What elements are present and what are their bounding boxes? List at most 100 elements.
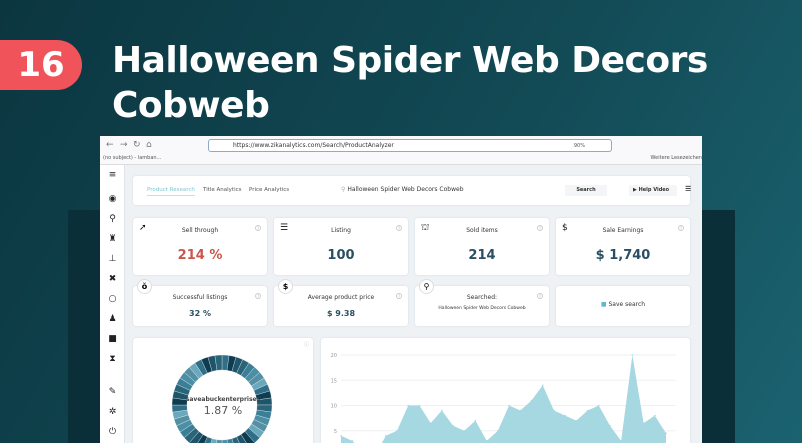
y-tick-label: 5 — [334, 429, 337, 435]
data-point[interactable] — [609, 424, 611, 427]
basket-icon: ⛫ — [421, 223, 430, 233]
data-point[interactable] — [597, 404, 600, 407]
info-icon[interactable]: ⓘ — [303, 342, 309, 348]
data-point[interactable] — [665, 432, 667, 435]
url-bar[interactable]: https://www.zikanalytics.com/Search/Prod… — [208, 139, 612, 152]
data-point[interactable] — [508, 404, 510, 407]
data-point[interactable] — [497, 429, 499, 432]
forward-icon[interactable]: → — [120, 140, 128, 150]
title-line-1: Halloween Spider Web Decors — [112, 40, 708, 81]
hourglass-icon[interactable]: ⧗ — [109, 354, 116, 364]
sitemap-icon[interactable]: ⊥ — [108, 254, 117, 264]
help-video-button[interactable]: ▶ Help Video — [629, 185, 677, 196]
info-icon[interactable]: ? — [396, 293, 402, 299]
search-icon: ⚲ — [341, 186, 348, 193]
data-point[interactable] — [620, 440, 622, 442]
info-icon[interactable]: ? — [396, 225, 402, 231]
dollar-icon: $ — [278, 279, 293, 294]
stat-value: 214 — [468, 248, 496, 263]
search-button[interactable]: Search — [565, 185, 607, 196]
stat-card: ŏ? Successful listings 32 % — [133, 279, 267, 326]
data-point[interactable] — [553, 409, 555, 412]
spy-icon[interactable]: ♜ — [108, 234, 117, 244]
y-tick-label: 15 — [331, 378, 337, 384]
data-point[interactable] — [642, 422, 645, 424]
help-video-label: Help Video — [638, 187, 670, 193]
tab-price-analytics[interactable]: Price Analytics — [249, 187, 290, 193]
top-bar: Product Research Title Analytics Price A… — [133, 176, 692, 205]
donut-seller: saveabuckenterprises — [185, 396, 261, 403]
info-icon[interactable]: ? — [255, 225, 261, 231]
info-icon[interactable]: ? — [678, 225, 684, 231]
data-point[interactable] — [575, 419, 578, 422]
data-point[interactable] — [340, 435, 342, 437]
url-text: https://www.zikanalytics.com/Search/Prod… — [233, 142, 394, 149]
home-icon[interactable]: ⌂ — [146, 140, 152, 150]
info-icon[interactable]: ? — [537, 293, 543, 299]
folder-icon[interactable]: ■ — [108, 334, 117, 344]
back-icon[interactable]: ← — [106, 140, 114, 150]
info-icon[interactable]: ? — [537, 225, 543, 231]
data-point[interactable] — [541, 384, 544, 387]
data-point[interactable] — [485, 440, 488, 442]
reload-icon[interactable]: ↻ — [133, 140, 141, 150]
money-hand-icon: $ — [562, 223, 568, 233]
tools-icon[interactable]: ✖ — [108, 274, 117, 284]
bookmark-folder[interactable]: Weitere Lesezeichen — [650, 155, 702, 161]
circle-icon[interactable]: ○ — [108, 294, 117, 304]
rocket-icon: ➚ — [139, 223, 147, 233]
donut-panel: ⓘ saveabuckenterprises 1.87 % — [133, 338, 313, 443]
number-badge: 16 — [0, 40, 82, 90]
info-icon[interactable]: ? — [255, 293, 261, 299]
stat-value: Halloween Spider Web Decors Cobweb — [438, 306, 526, 311]
data-point[interactable] — [429, 422, 432, 424]
save-search-label: Save search — [608, 301, 646, 308]
data-point[interactable] — [385, 435, 387, 437]
tab-title-analytics[interactable]: Title Analytics — [203, 187, 242, 193]
data-point[interactable] — [351, 440, 354, 442]
zoom-level[interactable]: 90% — [573, 143, 585, 149]
data-point[interactable] — [441, 409, 443, 412]
stat-card: ➚? Sell through 214 % — [133, 218, 267, 275]
save-icon: ■ — [600, 301, 609, 308]
search-icon[interactable]: ⚲ — [109, 214, 116, 224]
browser-chrome: ← → ↻ ⌂ https://www.zikanalytics.com/Sea… — [100, 136, 702, 165]
bookmark-item[interactable]: (no subject) - lamban... — [103, 155, 162, 161]
gear-icon[interactable]: ✲ — [108, 407, 117, 417]
stat-card: $? Average product price $ 9.38 — [274, 279, 408, 326]
data-point[interactable] — [586, 409, 589, 412]
wrench-icon[interactable]: ✎ — [108, 387, 117, 397]
data-point[interactable] — [396, 429, 398, 432]
search-input[interactable]: ⚲ Halloween Spider Web Decors Cobweb — [341, 186, 464, 193]
data-point[interactable] — [631, 354, 634, 356]
search-icon: ⚲ — [419, 279, 434, 294]
data-point[interactable] — [452, 424, 454, 427]
data-point[interactable] — [463, 429, 466, 432]
tab-product-research[interactable]: Product Research — [147, 187, 195, 196]
data-point[interactable] — [407, 404, 410, 407]
medal-icon: ŏ — [137, 279, 152, 294]
stat-card: $? Sale Earnings $ 1,740 — [556, 218, 690, 275]
data-point[interactable] — [564, 414, 566, 417]
stat-value: $ 1,740 — [595, 248, 651, 263]
data-point[interactable] — [474, 419, 477, 422]
donut-chart — [171, 354, 273, 443]
title-line-2: Cobweb — [112, 85, 270, 126]
donut-slice[interactable] — [214, 354, 223, 371]
data-point[interactable] — [653, 414, 656, 417]
data-point[interactable] — [530, 399, 533, 402]
stat-label: Sold items — [466, 227, 498, 234]
menu-icon[interactable]: ≡ — [108, 170, 117, 180]
stat-label: Sale Earnings — [602, 227, 644, 234]
stat-value: 32 % — [189, 309, 211, 318]
sales-chart-panel: 05101520 — [321, 338, 690, 443]
data-point[interactable] — [519, 409, 522, 412]
data-point[interactable] — [418, 404, 421, 407]
eye-icon[interactable]: ◉ — [108, 194, 117, 204]
save-search-button[interactable]: ■ Save search — [556, 286, 690, 326]
search-value: Halloween Spider Web Decors Cobweb — [347, 186, 464, 193]
filter-icon[interactable]: ☰ — [685, 185, 692, 193]
user-edit-icon[interactable]: ♟ — [108, 314, 117, 324]
stat-value: $ 9.38 — [326, 309, 356, 318]
power-icon[interactable]: ⏻ — [108, 427, 117, 437]
